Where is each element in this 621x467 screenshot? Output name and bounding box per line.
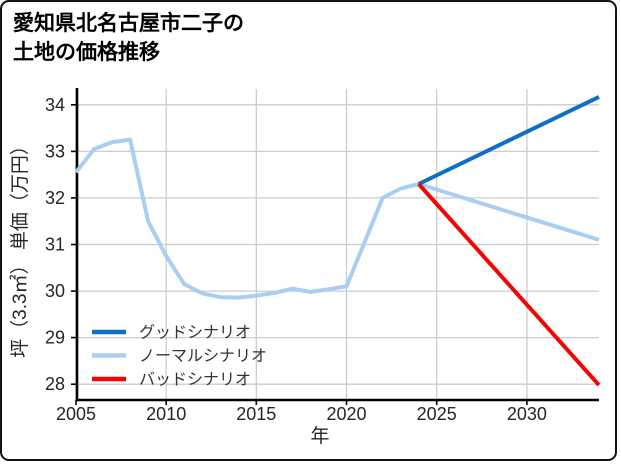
y-tick-label: 32	[45, 188, 65, 208]
grid-layer	[75, 89, 599, 400]
x-tick-label: 2010	[146, 404, 186, 424]
y-tick-label: 28	[45, 374, 65, 394]
legend-item-good: グッドシナリオ	[92, 324, 251, 342]
y-tick-label: 31	[45, 235, 65, 255]
legend-label-good: グッドシナリオ	[139, 324, 251, 342]
legend-label-bad: バッドシナリオ	[139, 372, 251, 389]
chart-title-line1: 愛知県北名古屋市二子の	[13, 12, 244, 35]
x-tick-label: 2025	[417, 404, 457, 424]
x-tick-label: 2015	[236, 404, 276, 424]
series-layer	[74, 95, 601, 387]
x-tick-label: 2030	[507, 404, 547, 424]
y-tick-label: 30	[45, 281, 65, 301]
y-tick-label: 33	[45, 141, 65, 161]
chart-title: 愛知県北名古屋市二子の 土地の価格推移	[13, 9, 244, 67]
series-line-good	[417, 95, 600, 186]
x-tick-label: 2005	[56, 404, 96, 424]
y-tick-label: 29	[45, 328, 65, 348]
legend-label-normal: ノーマルシナリオ	[139, 348, 267, 365]
y-axis-label: 坪（3.3㎡） 単価（万円）	[8, 136, 31, 358]
chart-title-line2: 土地の価格推移	[13, 41, 160, 64]
legend-item-bad: バッドシナリオ	[92, 372, 251, 389]
x-axis-label: 年	[310, 425, 329, 447]
x-tick-label: 2020	[326, 404, 366, 424]
legend-item-normal: ノーマルシナリオ	[92, 348, 267, 365]
tick-layer: 2005 2010 2015 2020 2025 2030 28 29 30 31 32 33 34	[45, 95, 547, 424]
series-line-bad	[417, 182, 601, 387]
legend: グッドシナリオ ノーマルシナリオ バッドシナリオ	[92, 324, 267, 389]
y-tick-label: 34	[45, 95, 65, 115]
series-line-normal	[74, 137, 600, 300]
